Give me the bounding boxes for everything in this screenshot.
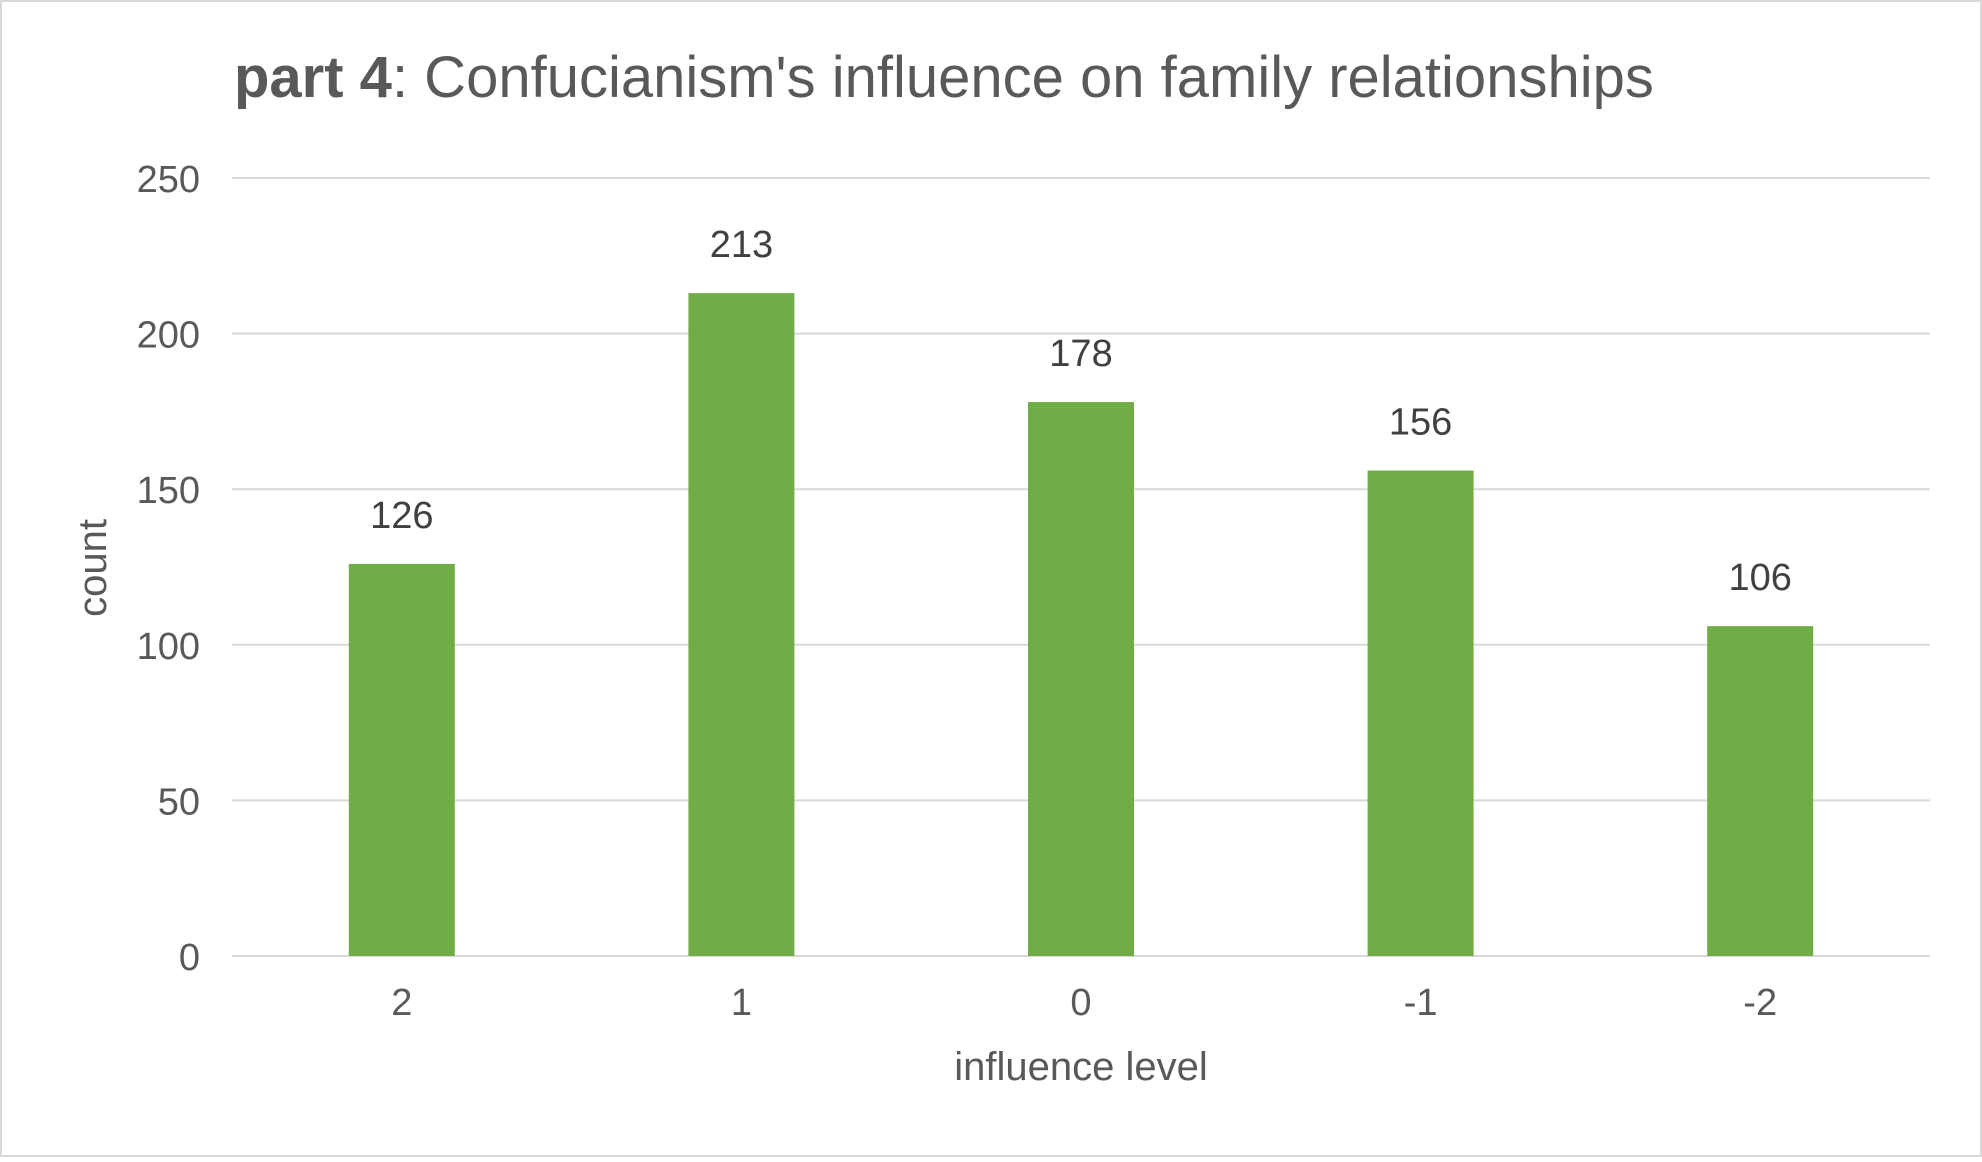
- bar-value-label: 178: [1049, 333, 1112, 375]
- y-tick-label: 100: [137, 626, 200, 668]
- x-axis-label: influence level: [954, 1045, 1208, 1089]
- bar-value-label: 156: [1389, 402, 1452, 444]
- y-tick-label: 200: [137, 315, 200, 357]
- y-tick-label: 0: [179, 937, 200, 979]
- bar-value-label: 106: [1728, 557, 1791, 599]
- data-labels: 126 213 178 156 106: [370, 224, 1792, 599]
- y-axis-tick-labels: 0 50 100 150 200 250: [137, 159, 200, 979]
- x-tick-label: -1: [1404, 982, 1438, 1024]
- bar-value-label: 126: [370, 495, 433, 537]
- y-tick-label: 150: [137, 470, 200, 512]
- bar-value-label: 213: [710, 224, 773, 266]
- y-tick-label: 250: [137, 159, 200, 201]
- bar: [348, 563, 455, 956]
- bar: [1707, 626, 1814, 956]
- bar: [1367, 470, 1474, 956]
- x-tick-label: 1: [731, 982, 752, 1024]
- chart-title-bold: part 4: [234, 45, 392, 110]
- y-axis-label: count: [71, 519, 115, 617]
- chart-title: part 4: Confucianism's influence on fami…: [234, 45, 1654, 110]
- x-axis-tick-labels: 2 1 0 -1 -2: [391, 982, 1777, 1024]
- y-tick-label: 50: [158, 781, 200, 823]
- bar: [688, 293, 795, 956]
- chart-title-rest: : Confucianism's influence on family rel…: [392, 45, 1654, 110]
- x-tick-label: 0: [1070, 982, 1091, 1024]
- x-tick-label: 2: [391, 982, 412, 1024]
- bars: [348, 293, 1814, 957]
- bar: [1028, 402, 1134, 957]
- x-tick-label: -2: [1743, 982, 1777, 1024]
